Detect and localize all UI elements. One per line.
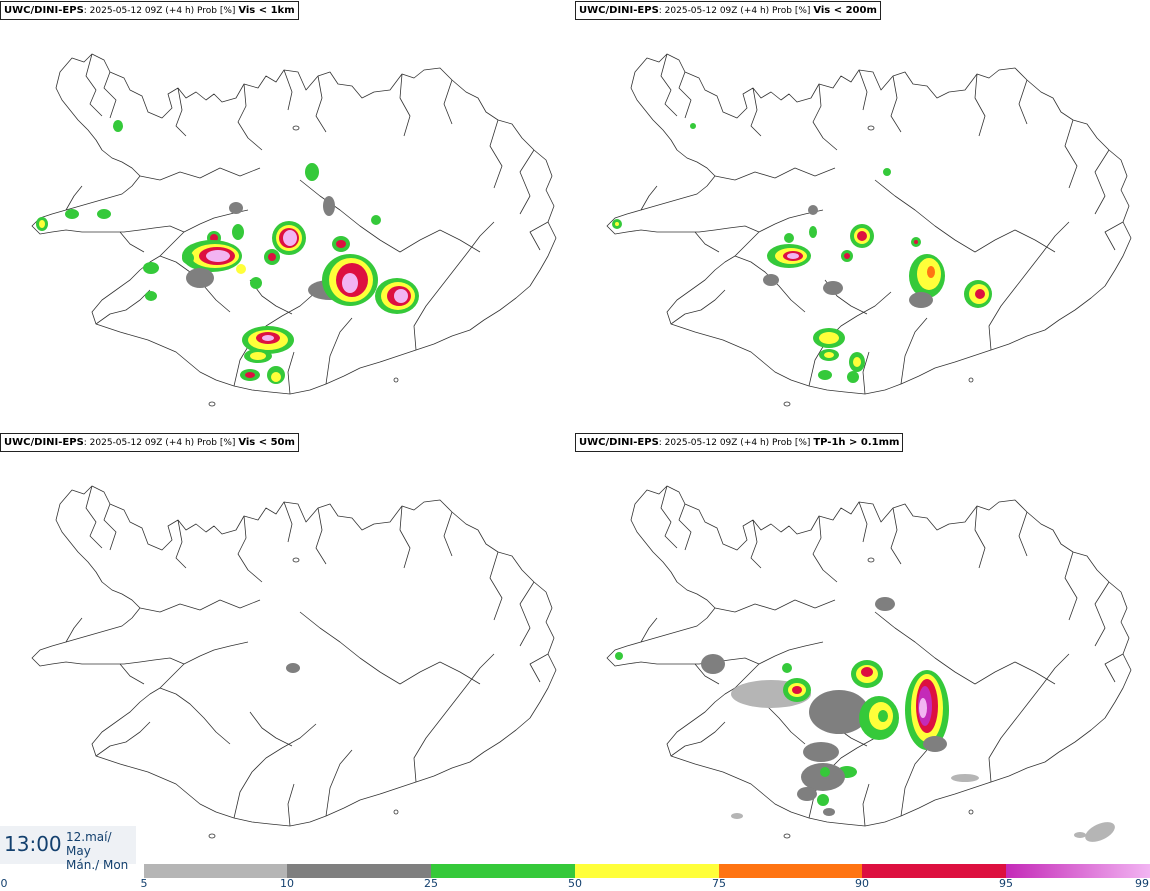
parameter-name: Vis < 200m bbox=[813, 5, 877, 16]
colorbar-segment-25-50 bbox=[431, 864, 575, 878]
colorbar-tick: 90 bbox=[855, 877, 869, 890]
map-panel-vis-1km: UWC/DINI-EPS: 2025-05-12 09Z (+4 h) Prob… bbox=[0, 0, 575, 430]
colorbar-segment-10-25 bbox=[287, 864, 431, 878]
iceland-map bbox=[606, 485, 1132, 842]
run-info: : 2025-05-12 09Z (+4 h) Prob [%] bbox=[83, 438, 239, 448]
colorbar-tick: 99 bbox=[1135, 877, 1149, 890]
colorbar-segment-95-99 bbox=[1006, 864, 1150, 878]
probability-colorbar: 0 5 10 25 50 75 90 95 99 bbox=[0, 862, 1150, 891]
colorbar-tick: 25 bbox=[424, 877, 438, 890]
model-name: UWC/DINI-EPS bbox=[579, 437, 659, 448]
probability-field bbox=[615, 597, 1115, 842]
probability-field bbox=[612, 123, 992, 383]
panel-header: UWC/DINI-EPS: 2025-05-12 09Z (+4 h) Prob… bbox=[0, 433, 299, 452]
parameter-name: TP-1h > 0.1mm bbox=[813, 437, 900, 448]
probability-field bbox=[286, 663, 300, 673]
parameter-name: Vis < 50m bbox=[238, 437, 295, 448]
valid-date: 12.maí/ May Mán./ Mon bbox=[66, 830, 136, 872]
iceland-map bbox=[606, 53, 1132, 407]
run-info: : 2025-05-12 09Z (+4 h) Prob [%] bbox=[658, 6, 814, 16]
colorbar-tick: 50 bbox=[568, 877, 582, 890]
probability-field bbox=[36, 120, 419, 384]
iceland-map bbox=[31, 485, 557, 839]
model-name: UWC/DINI-EPS bbox=[4, 437, 84, 448]
valid-time: 13:00 bbox=[4, 832, 62, 856]
colorbar-segment-90-95 bbox=[862, 864, 1006, 878]
colorbar-tick: 75 bbox=[712, 877, 726, 890]
panel-header: UWC/DINI-EPS: 2025-05-12 09Z (+4 h) Prob… bbox=[575, 1, 881, 20]
iceland-map bbox=[31, 53, 557, 407]
date-line-2: Mán./ Mon bbox=[66, 858, 129, 872]
colorbar-tick: 95 bbox=[999, 877, 1013, 890]
date-line-1: 12.maí/ May bbox=[66, 830, 112, 858]
map-panel-precip: UWC/DINI-EPS: 2025-05-12 09Z (+4 h) Prob… bbox=[575, 432, 1150, 862]
run-info: : 2025-05-12 09Z (+4 h) Prob [%] bbox=[83, 6, 239, 16]
colorbar-tick: 5 bbox=[140, 877, 148, 890]
valid-time-box: 13:00 12.maí/ May Mán./ Mon bbox=[0, 826, 136, 872]
run-info: : 2025-05-12 09Z (+4 h) Prob [%] bbox=[658, 438, 814, 448]
model-name: UWC/DINI-EPS bbox=[579, 5, 659, 16]
colorbar-segment-50-75 bbox=[575, 864, 719, 878]
colorbar-segment-75-90 bbox=[719, 864, 862, 878]
map-panel-vis-200m: UWC/DINI-EPS: 2025-05-12 09Z (+4 h) Prob… bbox=[575, 0, 1150, 430]
model-name: UWC/DINI-EPS bbox=[4, 5, 84, 16]
panel-header: UWC/DINI-EPS: 2025-05-12 09Z (+4 h) Prob… bbox=[0, 1, 299, 20]
parameter-name: Vis < 1km bbox=[238, 5, 295, 16]
map-panel-vis-50m: UWC/DINI-EPS: 2025-05-12 09Z (+4 h) Prob… bbox=[0, 432, 575, 862]
colorbar-tick: 0 bbox=[0, 877, 8, 890]
colorbar-tick: 10 bbox=[280, 877, 294, 890]
colorbar-segment-5-10 bbox=[144, 864, 287, 878]
panel-header: UWC/DINI-EPS: 2025-05-12 09Z (+4 h) Prob… bbox=[575, 433, 904, 452]
